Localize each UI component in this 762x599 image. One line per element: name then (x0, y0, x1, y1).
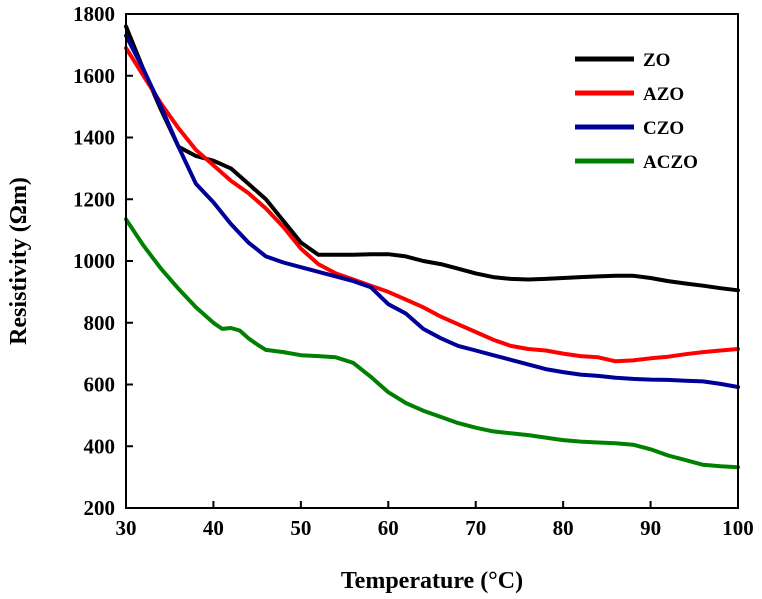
y-tick-label: 200 (84, 496, 116, 520)
y-tick-label: 400 (84, 434, 116, 458)
legend-label-azo: AZO (643, 84, 684, 105)
y-tick-label: 1400 (73, 126, 115, 150)
legend-label-aczo: ACZO (643, 152, 698, 173)
x-tick-label: 100 (722, 516, 754, 540)
x-axis-title: Temperature (°C) (341, 568, 523, 594)
y-tick-label: 800 (84, 311, 116, 335)
x-tick-label: 70 (465, 516, 486, 540)
y-tick-label: 1800 (73, 2, 115, 26)
x-tick-label: 90 (640, 516, 661, 540)
legend: ZO AZO CZO ACZO (575, 50, 698, 173)
y-tick-label: 600 (84, 373, 116, 397)
series-line-azo (124, 46, 740, 364)
x-tick-label: 50 (290, 516, 311, 540)
series-line-aczo (124, 217, 740, 470)
plot-series (124, 24, 740, 470)
y-tick-label: 1000 (73, 249, 115, 273)
x-tick-label: 40 (203, 516, 224, 540)
y-tick-label: 1200 (73, 187, 115, 211)
y-tick-label: 1600 (73, 64, 115, 88)
series-line-zo (124, 24, 740, 293)
legend-label-czo: CZO (643, 118, 684, 139)
axis-tick-labels: 30 40 50 60 70 80 90 100 200 400 600 800 1000 1200 140… (73, 2, 754, 540)
x-tick-label: 60 (378, 516, 399, 540)
series-line-czo (124, 33, 740, 389)
x-tick-label: 30 (116, 516, 137, 540)
axis-ticks (125, 13, 739, 509)
y-axis-title: Resistivity (Ωm) (6, 177, 32, 345)
x-tick-label: 80 (553, 516, 574, 540)
legend-label-zo: ZO (643, 50, 670, 71)
